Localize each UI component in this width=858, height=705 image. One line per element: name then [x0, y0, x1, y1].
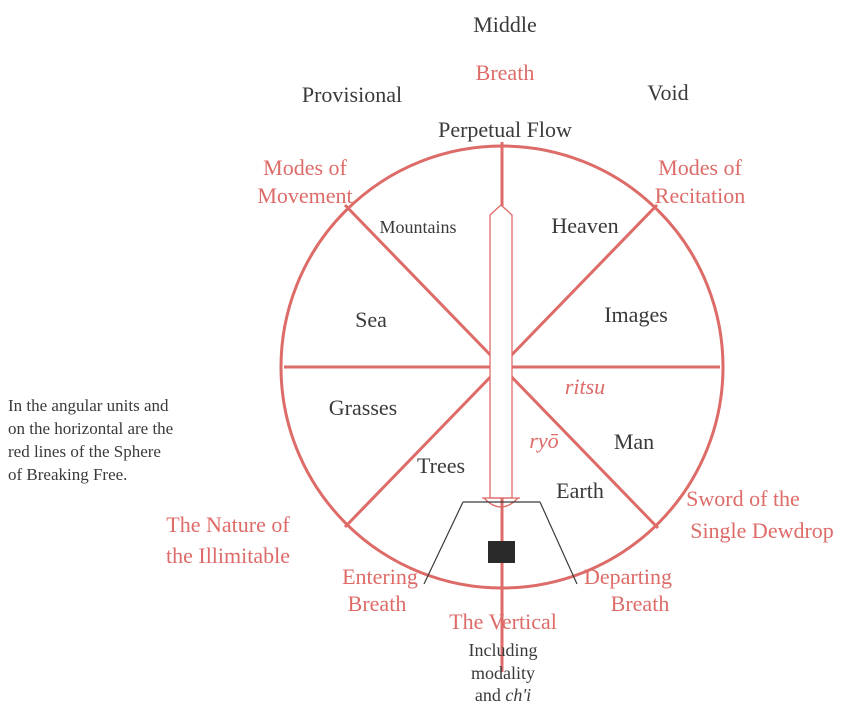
sector-label: Mountains [379, 217, 456, 237]
label: Sword of the [686, 486, 800, 511]
label: Recitation [655, 183, 745, 208]
diagram: Middle Breath Provisional Void Perpetual… [0, 0, 858, 705]
label: Breath [611, 591, 670, 616]
label: The Nature of [166, 512, 290, 537]
note-word: ch'i [505, 685, 531, 705]
label: Single Dewdrop [690, 518, 834, 543]
sector-label: Heaven [551, 213, 618, 238]
sector-label: Images [604, 302, 668, 327]
sword-blade [490, 205, 512, 498]
label: Departing [584, 564, 672, 589]
sector-label: Grasses [329, 395, 397, 420]
label: The Vertical [449, 609, 557, 634]
label: Movement [257, 183, 352, 208]
label: Breath [476, 60, 535, 85]
label: Modes of [658, 155, 742, 180]
label: Perpetual Flow [438, 117, 572, 142]
side-note: of Breaking Free. [8, 465, 127, 484]
side-note: red lines of the Sphere [8, 442, 161, 461]
label: Entering [342, 564, 418, 589]
term: ryō [529, 428, 558, 453]
side-note: In the angular units and [8, 396, 169, 415]
sector-label: Earth [556, 478, 604, 503]
sword-pommel [488, 541, 515, 563]
sector-label: Man [614, 429, 654, 454]
sector-label: Sea [355, 307, 387, 332]
note: Including [469, 640, 538, 660]
label: Middle [473, 12, 537, 37]
label: Breath [348, 591, 407, 616]
sector-label: Trees [417, 453, 465, 478]
label: Void [647, 80, 688, 105]
label: the Illimitable [166, 543, 290, 568]
term: ritsu [565, 374, 605, 399]
note: modality [471, 663, 535, 683]
side-note: on the horizontal are the [8, 419, 173, 438]
note-word: and [475, 685, 501, 705]
label: Provisional [302, 82, 402, 107]
note: and ch'i [475, 685, 531, 705]
label: Modes of [263, 155, 347, 180]
